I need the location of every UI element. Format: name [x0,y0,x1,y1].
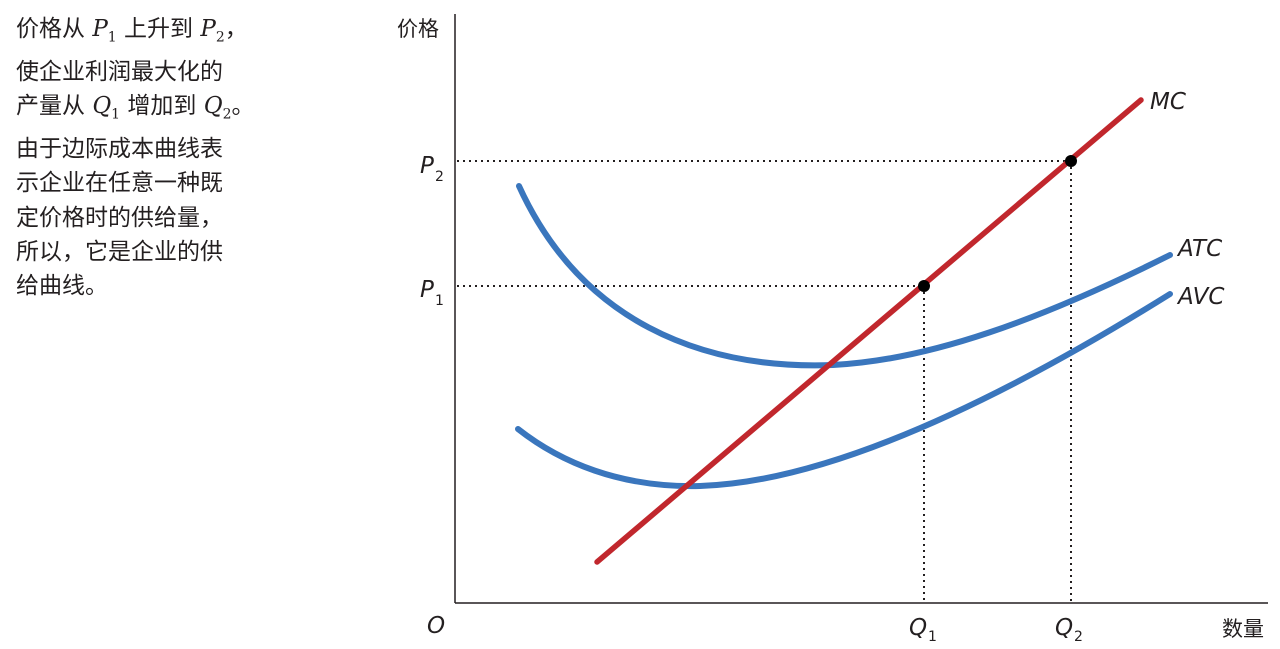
caption-symbol-sub: 1 [107,29,117,46]
caption-symbol-sub: 2 [222,106,232,123]
caption-line-1: 价格从 P1 上升到 P2， [16,12,276,55]
caption-line-8: 给曲线。 [16,273,108,300]
caption-symbol-p: P [92,16,108,42]
atc-curve [516,183,1173,369]
caption-text-segment: 产量从 [16,93,85,120]
q1-label: Q [909,615,927,641]
caption-text-segment: 上升到 [124,16,194,42]
caption-punct: 。 [231,93,255,120]
mc-label: MC [1150,89,1186,115]
q2-label: Q [1055,615,1073,641]
caption-line-3: 产量从 Q1 增加到 Q2。 [16,89,276,132]
caption-symbol-sub: 2 [215,29,225,46]
caption-punct: ， [224,16,248,42]
caption-symbol-sub: 1 [111,106,121,123]
x-axis-label: 数量 [1222,617,1264,641]
avc-curve [515,291,1173,490]
p2-label: P [420,153,434,179]
point-p2-q2 [1065,155,1077,167]
caption-line-2: 使企业利润最大化的 [16,58,223,85]
caption-line-5: 示企业在任意一种既 [16,170,223,197]
caption-text: 价格从 P1 上升到 P2， 使企业利润最大化的 产量从 Q1 增加到 Q2。 … [16,12,276,304]
origin-label: O [427,613,445,639]
q2-label-sub: 2 [1074,629,1083,645]
caption-symbol-q: Q [92,93,112,120]
point-p1-q1 [918,280,930,292]
caption-line-6: 定价格时的供给量， [16,204,223,231]
mc-curve [594,97,1144,565]
p2-label-sub: 2 [435,169,444,185]
caption-symbol-q: Q [203,93,223,120]
y-axis-label: 价格 [397,17,439,41]
caption-line-7: 所以，它是企业的供 [16,238,223,265]
caption-text-segment: 价格从 [16,16,85,42]
caption-symbol-p: P [200,16,216,42]
p1-label: P [420,277,434,303]
caption-text-segment: 增加到 [127,93,197,120]
atc-label: ATC [1176,236,1222,262]
caption-line-4: 由于边际成本曲线表 [16,136,223,163]
avc-label: AVC [1176,284,1224,310]
q1-label-sub: 1 [928,629,937,645]
p1-label-sub: 1 [435,293,444,309]
